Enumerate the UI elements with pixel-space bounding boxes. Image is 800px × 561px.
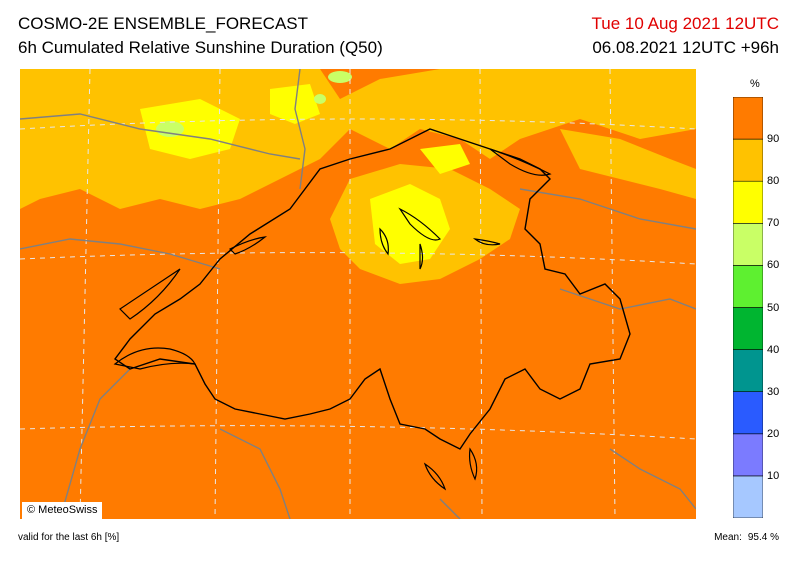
map-subtitle: 6h Cumulated Relative Sunshine Duration … bbox=[18, 38, 383, 57]
sunshine-band-80-90 bbox=[20, 119, 80, 169]
legend-swatch bbox=[733, 138, 763, 182]
lat-lon-grid bbox=[20, 69, 696, 519]
valid-note: valid for the last 6h [%] bbox=[18, 532, 120, 543]
legend-swatch bbox=[733, 97, 763, 140]
lakes bbox=[113, 148, 552, 491]
legend-tick-label: 60 bbox=[767, 259, 780, 272]
sunshine-band-70-80 bbox=[420, 144, 470, 174]
legend-swatch bbox=[733, 180, 763, 224]
legend-swatch bbox=[733, 223, 763, 266]
legend-tick-label: 20 bbox=[767, 427, 780, 440]
legend-tick-label: 70 bbox=[767, 217, 780, 230]
run-info: 06.08.2021 12UTC +96h bbox=[592, 38, 779, 57]
sunshine-band-70-80 bbox=[140, 99, 240, 159]
legend-swatch bbox=[733, 475, 763, 518]
legend-swatch bbox=[733, 349, 763, 393]
rivers-and-borders bbox=[20, 69, 696, 519]
mean-value: 95.4 % bbox=[747, 532, 779, 543]
legend-swatch bbox=[733, 391, 763, 435]
legend-swatch bbox=[733, 433, 763, 477]
legend-tick-label: 10 bbox=[767, 469, 780, 482]
color-legend bbox=[733, 97, 763, 518]
legend-swatch bbox=[733, 307, 763, 350]
sunshine-band-80-90 bbox=[560, 129, 696, 199]
legend-tick-label: 30 bbox=[767, 385, 780, 398]
forecast-map bbox=[20, 69, 696, 519]
legend-tick-label: 80 bbox=[767, 175, 780, 188]
sunshine-band-60-70 bbox=[314, 94, 326, 104]
legend-tick-label: 50 bbox=[767, 301, 780, 314]
country-border bbox=[113, 128, 631, 450]
legend-tick-label: 90 bbox=[767, 133, 780, 146]
legend-unit: % bbox=[750, 78, 760, 90]
mean-readout: Mean: 95.4 % bbox=[708, 531, 779, 545]
valid-date: Tue 10 Aug 2021 12UTC bbox=[591, 14, 779, 33]
legend-tick-label: 40 bbox=[767, 343, 780, 356]
map-title: COSMO-2E ENSEMBLE_FORECAST bbox=[18, 14, 309, 33]
credit-label: © MeteoSwiss bbox=[22, 502, 103, 519]
sunshine-band-60-70 bbox=[156, 121, 184, 137]
sunshine-band-60-70 bbox=[328, 71, 352, 83]
legend-swatch bbox=[733, 265, 763, 308]
mean-label: Mean: bbox=[714, 532, 742, 543]
